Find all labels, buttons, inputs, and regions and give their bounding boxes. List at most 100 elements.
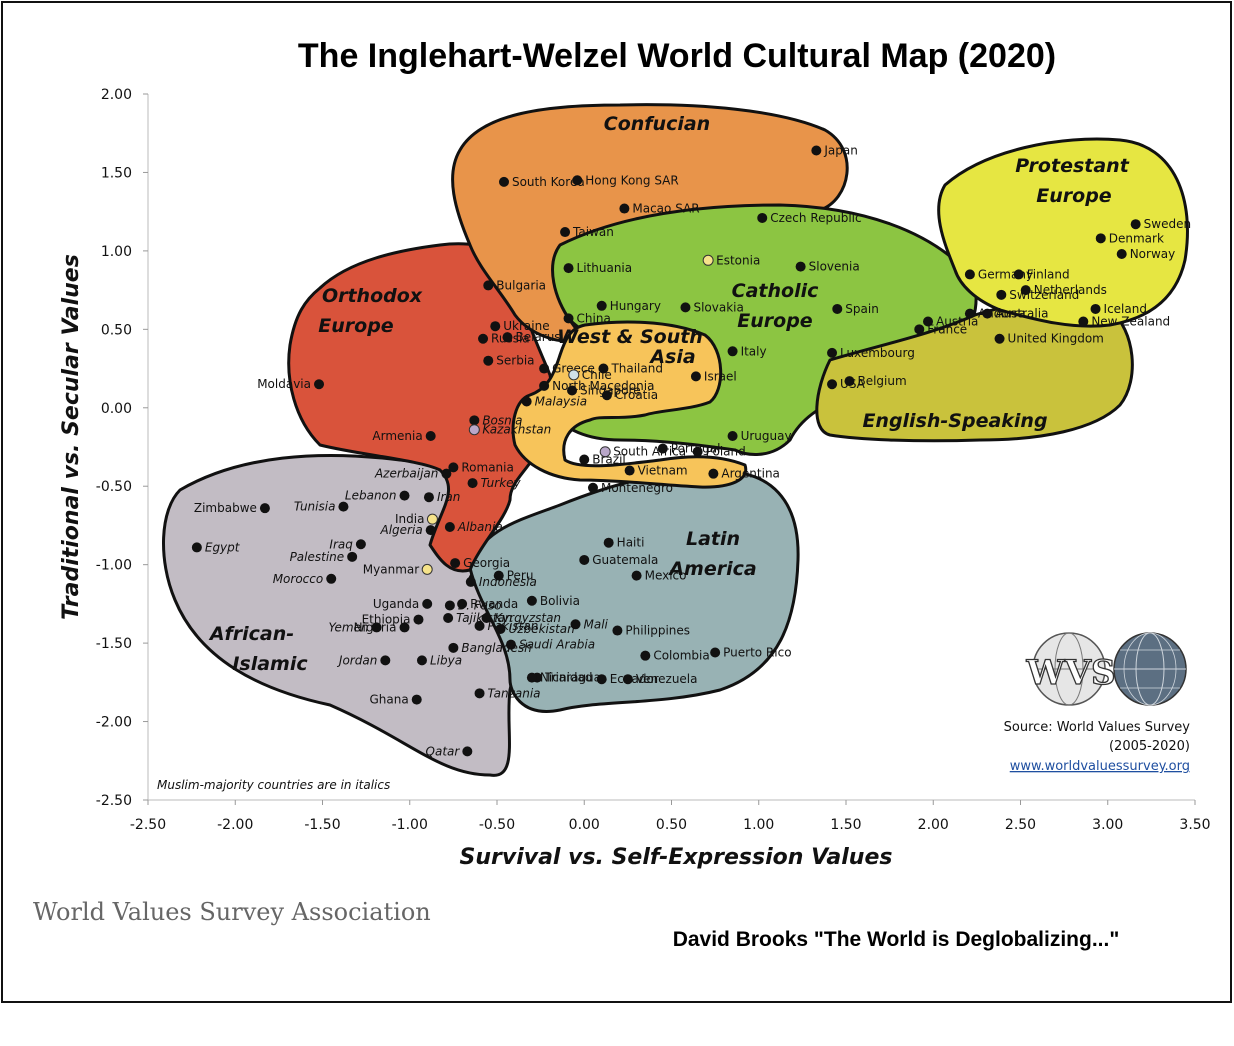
x-axis-label: Survival vs. Self-Expression Values [460, 845, 893, 870]
label-bosnia: Bosnia [482, 413, 522, 427]
point-north-macedonia [539, 380, 550, 391]
y-tick-label: -0.50 [96, 479, 132, 495]
point-ecuador [596, 674, 607, 685]
point-saudi-arabia [505, 639, 516, 650]
label-romania: Romania [461, 460, 513, 474]
point-china [563, 313, 574, 324]
zone-label-catholic-europe: Catholic Europe [732, 280, 819, 332]
point-macao-sar [619, 203, 630, 214]
point-lebanon [399, 490, 410, 501]
point-nicaragua [526, 672, 537, 683]
point-uganda [422, 598, 433, 609]
label-united-kingdom: United Kingdom [1008, 332, 1104, 346]
zone-label-orthodox-europe: Orthodox Europe [318, 285, 423, 337]
label-france: France [927, 322, 967, 336]
point-qatar [462, 746, 473, 757]
source-line-1: Source: World Values Survey [1004, 720, 1191, 735]
point-pakistan [474, 620, 485, 631]
zone-label-confucian: Confucian [604, 113, 710, 135]
label-trinidad: Trinidad [544, 671, 592, 685]
label-poland: Poland [706, 445, 746, 459]
label-north-macedonia: North Macedonia [552, 379, 654, 393]
x-tick-label: 2.00 [918, 817, 949, 833]
label-myanmar: Myanmar [363, 562, 419, 576]
point-luxembourg [827, 347, 838, 358]
point-venezuela [622, 674, 633, 685]
label-ethiopia: Ethiopia [362, 613, 411, 627]
point-iraq [355, 539, 366, 550]
x-tick-label: 0.00 [569, 817, 600, 833]
source-link[interactable]: www.worldvaluessurvey.org [1010, 759, 1190, 774]
point-puerto-rico [710, 647, 721, 658]
label-greece: Greece [552, 362, 595, 376]
point-algeria [425, 525, 436, 536]
label-finland: Finland [1027, 267, 1070, 281]
point-south-korea [498, 176, 509, 187]
label-rwanda: Rwanda [470, 597, 518, 611]
label-kyrgyzstan: Kyrgyzstan [495, 611, 562, 625]
label-japan: Japan [823, 143, 857, 157]
point-indonesia [465, 576, 476, 587]
point-taiwan [560, 227, 571, 238]
label-guatemala: Guatemala [592, 553, 658, 567]
label-mexico: Mexico [645, 569, 687, 583]
point-poland [692, 446, 703, 457]
label-moldavia: Moldavia [257, 377, 311, 391]
label-slovenia: Slovenia [809, 260, 860, 274]
point-japan [811, 145, 822, 156]
point-nigeria [399, 622, 410, 633]
label-india: India [395, 512, 424, 526]
point-sweden [1130, 219, 1141, 230]
label-ghana: Ghana [370, 693, 409, 707]
point-mali [570, 619, 581, 630]
point-colombia [640, 650, 651, 661]
point-south-africa [599, 446, 611, 458]
muslim-note: Muslim-majority countries are in italics [157, 778, 390, 792]
point-palestine [347, 551, 358, 562]
label-zimbabwe: Zimbabwe [194, 501, 257, 515]
label-hong-kong-sar: Hong Kong SAR [585, 173, 678, 187]
point-singapore [567, 385, 578, 396]
point-lithuania [563, 263, 574, 274]
association-name: World Values Survey Association [33, 898, 431, 926]
point-russia [478, 333, 489, 344]
point-spain [832, 303, 843, 314]
point-belgium [844, 376, 855, 387]
zone-labels: Confucian Protestant Europe Orthodox Europ… [208, 113, 1130, 675]
label-luxembourg: Luxembourg [840, 346, 915, 360]
x-tick-label: 3.50 [1179, 817, 1210, 833]
zone-label-african-islamic: African-Islamic [208, 623, 309, 675]
point-b-faso [444, 600, 455, 611]
label-norway: Norway [1130, 247, 1176, 261]
point-croatia [601, 390, 612, 401]
point-austria [923, 316, 934, 327]
label-qatar: Qatar [426, 744, 461, 758]
label-mali: Mali [584, 617, 609, 631]
label-thailand: Thailand [610, 362, 663, 376]
zone-label-english-speaking: English-Speaking [862, 410, 1047, 432]
label-albania: Albania [457, 520, 503, 534]
point-andorra [964, 308, 975, 319]
label-lebanon: Lebanon [345, 489, 397, 503]
y-tick-label: 0.50 [101, 322, 132, 338]
point-tajikistan [443, 613, 454, 624]
point-norway [1116, 249, 1127, 260]
label-peru: Peru [507, 569, 534, 583]
point-uzbekistan [495, 623, 506, 634]
source-line-2: (2005-2020) [1109, 739, 1190, 754]
label-south-korea: South Korea [512, 175, 585, 189]
point-peru [493, 570, 504, 581]
label-netherlands: Netherlands [1034, 283, 1107, 297]
point-haiti [603, 537, 614, 548]
label-jordan: Jordan [337, 653, 377, 667]
point-thailand [598, 363, 609, 374]
point-usa [827, 379, 838, 390]
point-india [426, 513, 438, 525]
point-czech-republic [757, 212, 768, 223]
point-portugal [657, 443, 668, 454]
y-tick-label: -1.50 [96, 636, 132, 652]
point-brazil [579, 454, 590, 465]
label-ukraine: Ukraine [503, 319, 549, 333]
label-lithuania: Lithuania [577, 261, 633, 275]
